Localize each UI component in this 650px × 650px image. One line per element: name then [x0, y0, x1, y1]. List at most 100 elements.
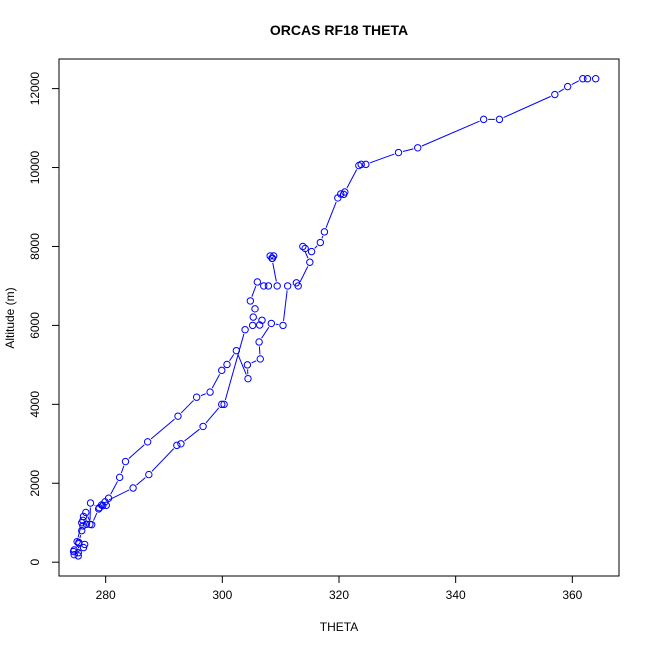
series-segment	[261, 326, 270, 339]
data-point	[143, 438, 152, 446]
series-segment	[211, 374, 221, 389]
series-segment	[128, 444, 145, 459]
series-segment	[421, 120, 480, 147]
series-segment	[108, 489, 130, 501]
series-segment	[120, 465, 125, 474]
x-tick-label: 340	[446, 588, 466, 602]
data-point	[249, 313, 257, 321]
data-point	[299, 242, 307, 251]
data-point	[266, 252, 274, 260]
y-axis-label: Altitude (m)	[3, 287, 17, 348]
data-point	[394, 148, 403, 157]
data-point	[145, 470, 153, 479]
data-point	[320, 228, 329, 236]
series-segment	[150, 418, 175, 440]
data-point	[115, 473, 124, 482]
chart-title: ORCAS RF18 THETA	[270, 22, 408, 38]
data-point	[334, 194, 342, 202]
data-point	[306, 258, 314, 266]
x-tick-label: 280	[96, 588, 116, 602]
data-point	[220, 400, 228, 409]
data-point	[246, 297, 255, 305]
series-segment	[79, 534, 82, 539]
series-segment	[205, 407, 220, 424]
y-tick-label: 12000	[28, 72, 42, 106]
data-point	[414, 144, 422, 152]
data-point	[339, 190, 348, 199]
data-point	[99, 502, 107, 510]
data-point	[256, 355, 264, 363]
series-segment	[346, 169, 358, 189]
data-point	[495, 115, 504, 124]
series-segment	[200, 393, 207, 397]
data-point	[268, 254, 277, 263]
series-segment	[77, 549, 81, 553]
data-point	[563, 82, 572, 91]
series-segment	[314, 245, 318, 249]
y-tick-label: 4000	[28, 391, 42, 418]
data-point	[192, 393, 201, 401]
series-segment	[224, 333, 245, 401]
series-segment	[321, 235, 324, 239]
data-point	[591, 75, 600, 83]
data-point	[102, 501, 110, 510]
data-point	[316, 238, 325, 247]
series-segment	[503, 95, 551, 118]
series-segment	[151, 448, 175, 472]
data-point	[255, 338, 263, 346]
data-point	[244, 374, 252, 383]
data-point	[583, 75, 592, 83]
data-point	[283, 282, 292, 290]
data-point	[173, 441, 181, 450]
series-segment	[87, 516, 91, 521]
data-point	[104, 494, 113, 502]
data-point	[218, 366, 226, 375]
data-point	[218, 400, 226, 409]
data-point	[177, 440, 185, 448]
x-axis: 280 300 320 340 360	[96, 575, 583, 602]
data-point	[101, 498, 109, 506]
x-tick-label: 360	[562, 588, 582, 602]
data-point	[260, 282, 268, 290]
series-lines	[77, 80, 580, 553]
data-point	[301, 244, 309, 253]
data-point	[232, 346, 241, 355]
series-points	[69, 75, 600, 560]
series-segment	[325, 201, 337, 228]
series-segment	[402, 148, 414, 152]
x-tick-label: 320	[329, 588, 349, 602]
data-point	[78, 526, 86, 535]
series-segment	[251, 360, 257, 364]
data-point	[79, 543, 88, 552]
data-point	[223, 360, 231, 369]
data-point	[248, 321, 257, 330]
data-point	[267, 319, 276, 328]
data-point	[121, 457, 130, 466]
series-segment	[136, 477, 146, 486]
series-segment	[180, 400, 194, 414]
data-point	[206, 388, 214, 396]
data-point	[258, 316, 266, 324]
data-point	[241, 326, 249, 334]
y-tick-label: 8000	[28, 233, 42, 260]
data-point	[79, 516, 87, 525]
series-segment	[272, 262, 277, 282]
x-axis-label: THETA	[320, 620, 358, 634]
data-point	[79, 512, 88, 521]
data-point	[73, 537, 81, 546]
series-segment	[77, 526, 82, 538]
series-segment	[558, 88, 565, 93]
data-point	[264, 282, 273, 290]
series-segment	[110, 481, 119, 495]
series-segment	[571, 80, 580, 85]
data-point	[292, 279, 301, 287]
y-tick-label: 10000	[28, 151, 42, 185]
y-tick-label: 2000	[28, 470, 42, 497]
data-point	[551, 90, 559, 99]
data-point	[174, 412, 182, 420]
data-point	[279, 321, 287, 330]
series-segment	[369, 153, 395, 164]
data-point	[253, 278, 262, 286]
data-point	[362, 160, 370, 169]
